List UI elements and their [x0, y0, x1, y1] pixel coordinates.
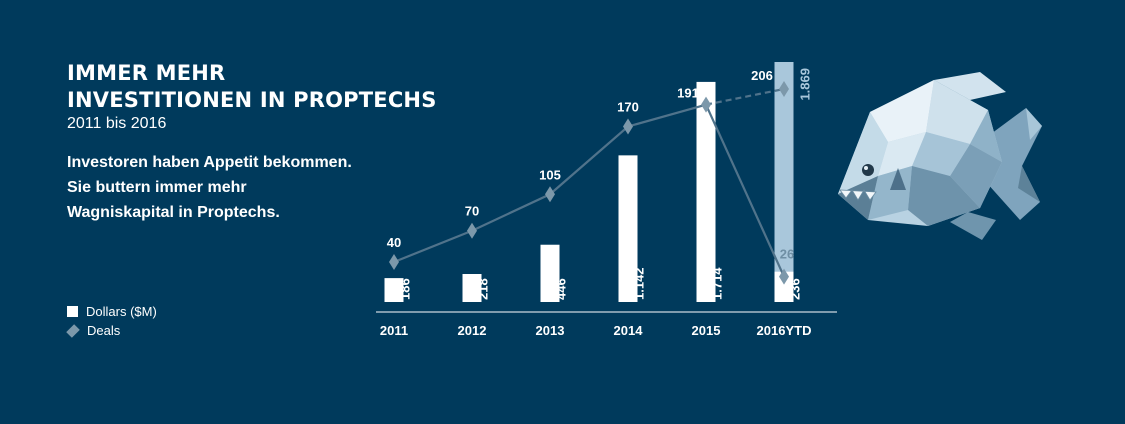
- deals-marker-2016ytd: [779, 268, 789, 285]
- legend-item-dollars: Dollars ($M): [67, 302, 157, 321]
- chart-description: Investoren haben Appetit bekommen. Sie b…: [67, 154, 352, 221]
- deals-value-label-2015: 191: [677, 86, 699, 101]
- bar-projected-value-label: 1.869: [798, 68, 813, 101]
- bar-value-label-2016ytd: 236: [788, 278, 803, 300]
- legend-label-dollars: Dollars ($M): [86, 304, 157, 319]
- chart-title-line-2: INVESTITIONEN IN PROPTECHS: [67, 88, 437, 112]
- legend-label-deals: Deals: [87, 323, 121, 338]
- deals-value-label-2016ytd: 26: [780, 247, 794, 262]
- deals-projected-line: [705, 87, 785, 106]
- chart-title: IMMER MEHR INVESTITIONEN IN PROPTECHS: [67, 60, 437, 114]
- legend-bar-swatch: [67, 306, 78, 317]
- deals-marker-2013: [545, 186, 555, 203]
- bar-value-label-2014: 1.142: [632, 267, 647, 300]
- x-tick-label-2011: 2011: [380, 323, 408, 338]
- bar-2011: [384, 278, 404, 302]
- bar-value-label-2011: 186: [398, 278, 413, 300]
- legend: Dollars ($M) Deals: [66, 302, 157, 340]
- bar-2014: [618, 155, 638, 302]
- deals-marker-2014: [623, 118, 633, 135]
- deals-value-label-2012: 70: [465, 204, 479, 219]
- chart-subtitle: 2011 bis 2016: [67, 115, 167, 132]
- x-tick-label-2016ytd: 2016YTD: [757, 323, 812, 338]
- deals-value-label-2013: 105: [539, 167, 561, 182]
- bar-2013: [540, 244, 560, 302]
- deals-marker-2011: [389, 254, 399, 270]
- deals-value-label-2011: 40: [387, 235, 401, 250]
- bar-2015: [696, 81, 716, 303]
- bar-2012: [462, 274, 482, 302]
- x-tick-label-2014: 2014: [614, 323, 644, 338]
- deals-value-label-2014: 170: [617, 100, 639, 115]
- x-tick-label-2013: 2013: [536, 323, 565, 338]
- bar-2016ytd: [774, 271, 794, 302]
- piranha-illustration: [838, 72, 1042, 240]
- legend-item-deals: Deals: [66, 321, 157, 340]
- bar-projected-2016ytd: [774, 62, 794, 302]
- deals-marker-2012: [467, 222, 477, 239]
- deals-marker-projected: [779, 81, 789, 97]
- deals-line: [393, 103, 786, 278]
- deals-projected-value-label: 206: [751, 68, 773, 83]
- piranha-icon: [838, 72, 1042, 240]
- bar-value-label-2015: 1.714: [710, 267, 725, 300]
- chart-title-line-1: IMMER MEHR: [67, 61, 226, 85]
- x-tick-label-2015: 2015: [692, 323, 721, 338]
- bar-value-label-2013: 446: [554, 278, 569, 300]
- deals-marker-2015: [701, 96, 711, 113]
- x-tick-label-2012: 2012: [458, 323, 487, 338]
- bar-value-label-2012: 218: [476, 278, 491, 300]
